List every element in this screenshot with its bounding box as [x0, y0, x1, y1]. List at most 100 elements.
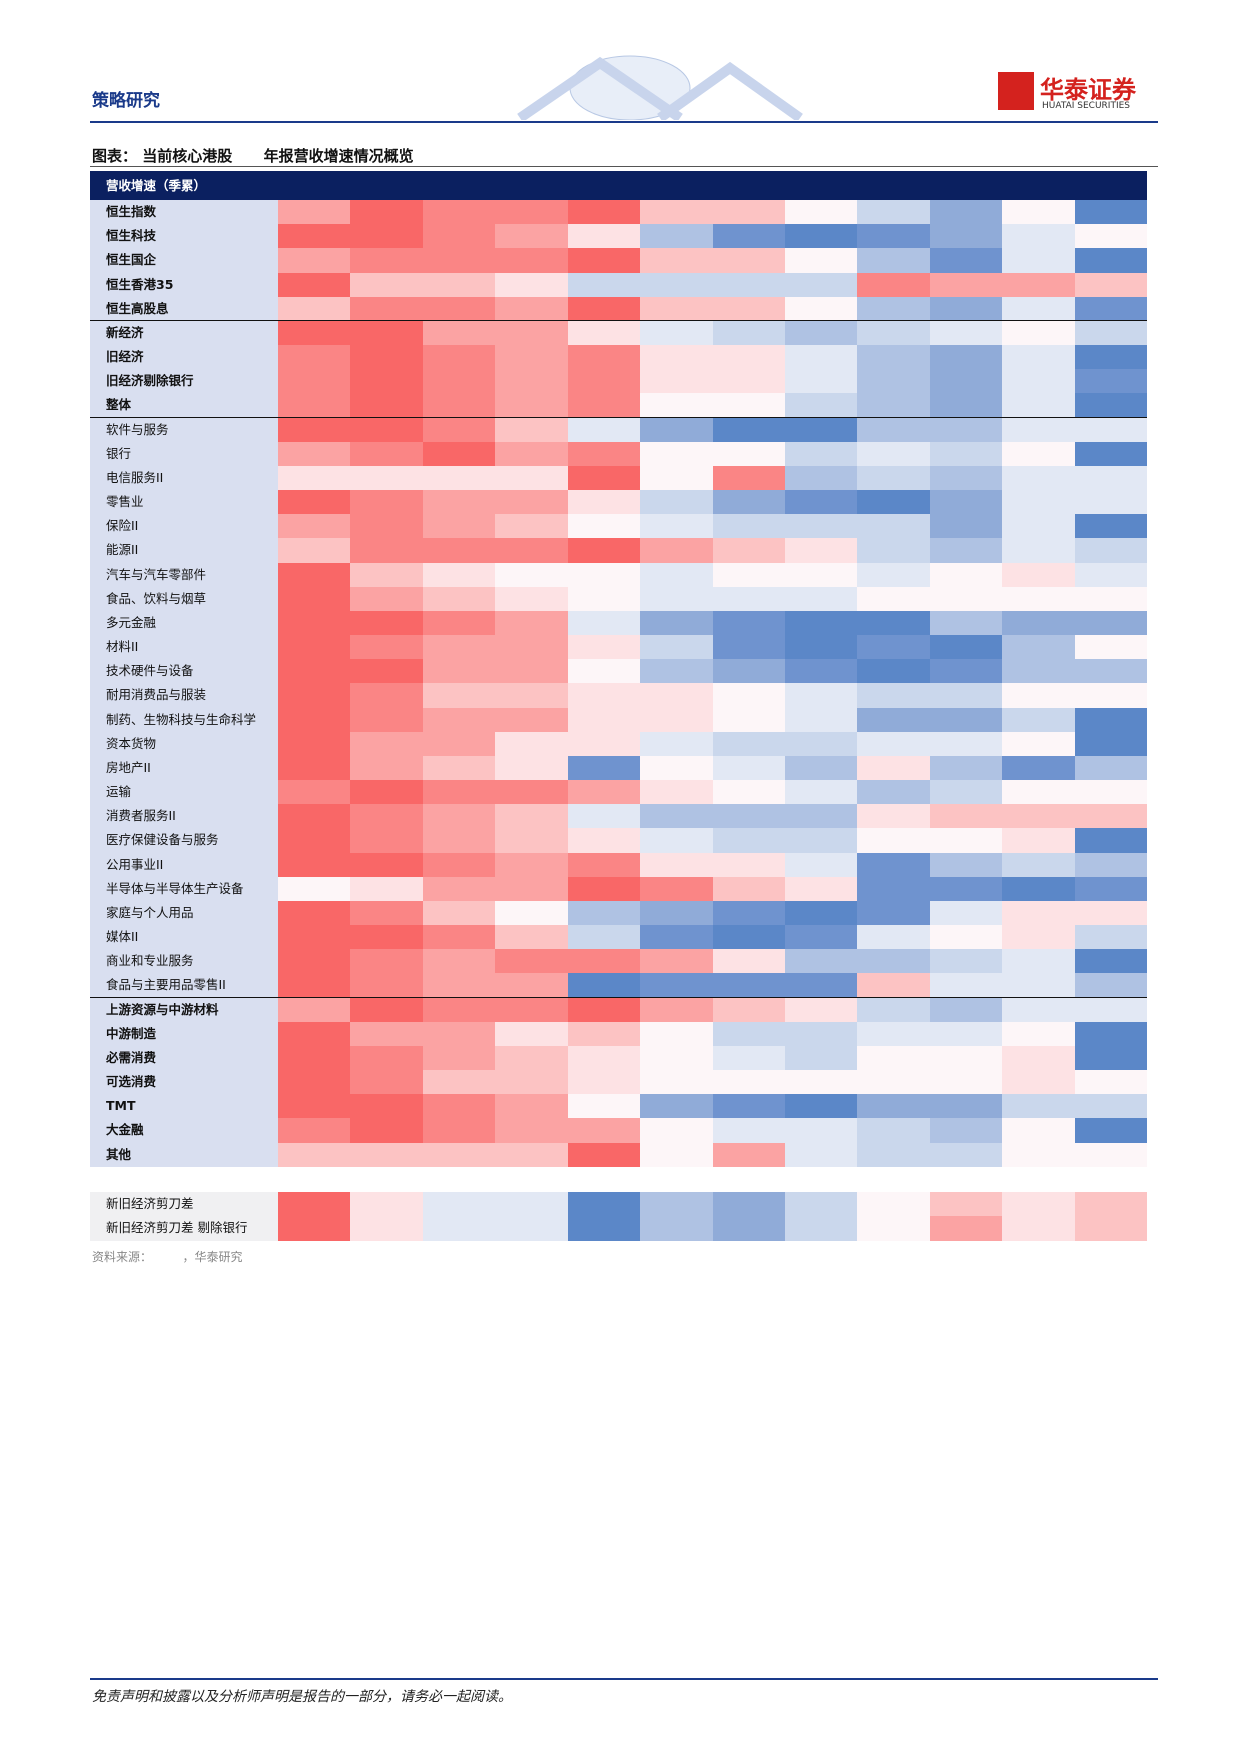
heat-cell	[350, 900, 424, 926]
heat-cell	[495, 635, 569, 660]
heat-cell	[350, 369, 424, 394]
row-label: 运输	[106, 784, 132, 800]
row-label: 大金融	[106, 1122, 144, 1138]
heat-cell	[422, 949, 496, 974]
heat-cell	[278, 707, 351, 733]
heat-cell	[857, 780, 931, 805]
heat-cell	[712, 731, 786, 757]
heat-cell	[1002, 635, 1076, 660]
heat-cell	[857, 465, 931, 491]
heat-cell	[495, 345, 569, 370]
heat-cell	[1074, 949, 1148, 974]
heat-cell	[929, 755, 1003, 781]
row-label-bg	[90, 393, 278, 419]
heat-cell	[1074, 320, 1148, 346]
heat-cell	[278, 635, 351, 660]
heat-cell	[784, 345, 858, 370]
heat-cell	[278, 683, 351, 709]
heat-cell	[712, 755, 786, 781]
heat-cell	[1002, 562, 1076, 588]
row-label-bg	[90, 248, 278, 273]
heat-cell	[350, 224, 424, 249]
heat-cell	[495, 1045, 569, 1071]
heat-cell	[1002, 610, 1076, 636]
row-label: 资本货物	[106, 735, 157, 751]
heat-cell	[1074, 900, 1148, 926]
heat-cell	[640, 1142, 713, 1168]
heat-cell	[712, 538, 786, 564]
heat-cell	[784, 224, 858, 249]
row-label-bg	[90, 1191, 278, 1217]
heat-cell	[929, 224, 1003, 249]
heat-cell	[640, 1070, 713, 1095]
heat-cell	[1074, 659, 1148, 684]
row-label-bg	[90, 1070, 278, 1095]
heat-cell	[929, 248, 1003, 273]
figure-title-a: 当前核心港股	[142, 147, 233, 165]
heat-cell	[712, 490, 786, 515]
heat-cell	[495, 1118, 569, 1144]
heat-cell	[857, 1094, 931, 1119]
row-label: 电信服务II	[106, 469, 164, 485]
heat-cell	[350, 417, 424, 443]
heat-cell	[422, 562, 496, 588]
heat-cell	[567, 1070, 641, 1095]
row-label: 房地产II	[106, 759, 151, 775]
heat-cell	[495, 755, 569, 781]
heat-cell	[712, 876, 786, 902]
heat-cell	[784, 248, 858, 273]
heat-cell	[567, 441, 641, 467]
heat-cell	[1002, 997, 1076, 1023]
heat-cell	[422, 683, 496, 709]
heat-cell	[640, 949, 713, 974]
row-label-bg	[90, 1045, 278, 1071]
heat-cell	[422, 1094, 496, 1119]
heat-cell	[784, 417, 858, 443]
heat-cell	[278, 1070, 351, 1095]
heat-cell	[640, 925, 713, 950]
row-label-bg	[90, 538, 278, 564]
row-label-bg	[90, 417, 278, 443]
heat-cell	[1074, 876, 1148, 902]
footer-rule	[90, 1678, 1158, 1680]
heat-cell	[350, 1215, 424, 1241]
heat-cell	[929, 538, 1003, 564]
heat-cell	[1074, 635, 1148, 660]
heat-cell	[422, 997, 496, 1023]
heat-cell	[495, 1070, 569, 1095]
heat-cell	[422, 1070, 496, 1095]
heat-cell	[495, 1094, 569, 1119]
heat-cell	[784, 1021, 858, 1047]
heat-cell	[857, 296, 931, 322]
heat-cell	[640, 852, 713, 878]
heat-cell	[929, 1045, 1003, 1071]
row-label: 银行	[106, 445, 132, 461]
heat-cell	[567, 780, 641, 805]
heat-cell	[784, 852, 858, 878]
heat-cell	[929, 272, 1003, 298]
heat-cell	[1074, 1070, 1148, 1095]
heat-cell	[929, 659, 1003, 684]
heat-cell	[567, 900, 641, 926]
heat-cell	[929, 369, 1003, 394]
heat-cell	[712, 1118, 786, 1144]
heat-cell	[784, 925, 858, 950]
heat-cell	[929, 1021, 1003, 1047]
heat-cell	[278, 248, 351, 273]
heat-cell	[857, 1191, 931, 1217]
heat-cell	[495, 586, 569, 612]
heat-cell	[640, 320, 713, 346]
heat-cell	[929, 973, 1003, 999]
heat-cell	[784, 780, 858, 805]
heat-cell	[712, 828, 786, 854]
heat-cell	[422, 417, 496, 443]
heat-cell	[1074, 272, 1148, 298]
heat-cell	[1074, 490, 1148, 515]
heat-cell	[1074, 562, 1148, 588]
heat-cell	[929, 320, 1003, 346]
heat-cell	[1002, 1215, 1076, 1241]
row-label: 媒体II	[106, 929, 139, 945]
heat-cell	[422, 1142, 496, 1168]
heat-cell	[640, 755, 713, 781]
heat-cell	[422, 731, 496, 757]
